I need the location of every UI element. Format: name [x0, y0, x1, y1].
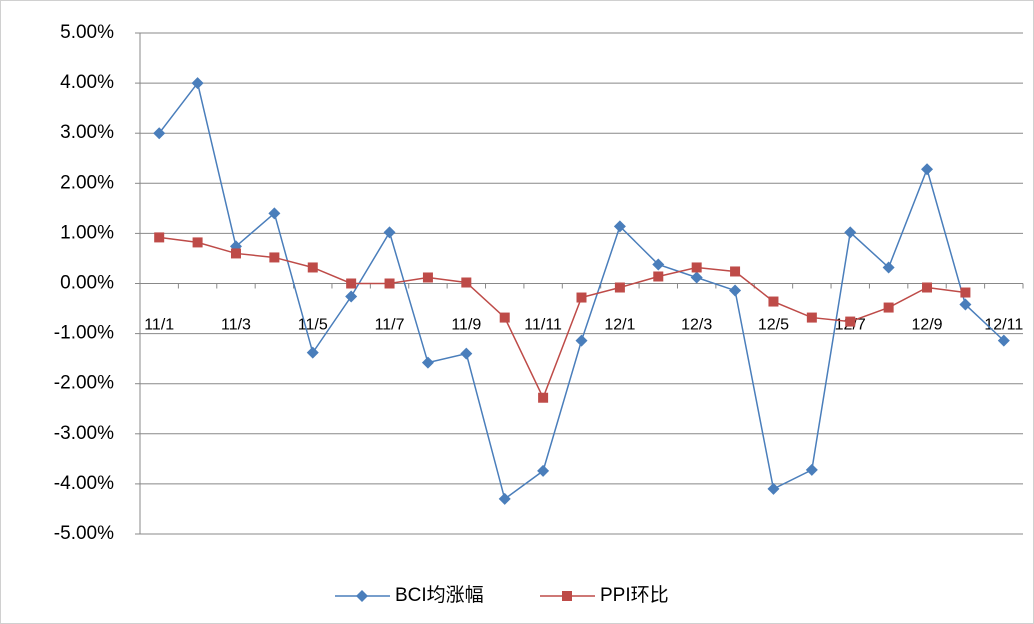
- data-point: [154, 232, 165, 243]
- data-point: [691, 262, 702, 273]
- series-line: [159, 236, 966, 400]
- data-point: [230, 248, 241, 259]
- y-tick-label: -5.00%: [54, 523, 114, 544]
- data-point: [499, 312, 510, 323]
- legend-marker: [356, 590, 368, 602]
- data-point: [806, 312, 817, 323]
- data-point: [307, 262, 318, 273]
- data-point: [538, 392, 549, 403]
- legend-label: BCI均涨幅: [395, 584, 484, 606]
- data-point: [346, 278, 357, 289]
- data-point: [921, 163, 934, 176]
- data-point: [384, 278, 395, 289]
- data-point: [882, 261, 895, 274]
- data-point: [576, 292, 587, 303]
- data-point: [192, 237, 203, 248]
- y-tick-label: 3.00%: [60, 122, 114, 143]
- data-point: [461, 277, 472, 288]
- data-point: [498, 492, 511, 505]
- data-point: [805, 463, 818, 476]
- data-point: [613, 220, 626, 233]
- y-tick-label: -1.00%: [54, 323, 114, 344]
- y-tick-label: 1.00%: [60, 222, 114, 243]
- y-tick-label: -4.00%: [54, 473, 114, 494]
- data-point: [960, 287, 971, 298]
- data-point: [575, 334, 588, 347]
- x-tick-label: 11/11: [524, 317, 562, 334]
- data-point: [421, 356, 434, 369]
- x-tick-label: 11/5: [298, 317, 328, 334]
- legend-label: PPI环比: [600, 584, 669, 606]
- data-point: [383, 226, 396, 239]
- data-point: [614, 282, 625, 293]
- y-tick-label: 0.00%: [60, 273, 114, 294]
- data-point: [268, 207, 281, 220]
- data-point: [269, 252, 280, 263]
- y-tick-label: 5.00%: [60, 22, 114, 43]
- data-point: [422, 272, 433, 283]
- data-point: [997, 334, 1010, 347]
- data-point: [460, 347, 473, 360]
- data-point: [537, 464, 550, 477]
- data-point: [845, 316, 856, 327]
- y-tick-label: -3.00%: [54, 423, 114, 444]
- data-point: [690, 271, 703, 284]
- x-tick-label: 11/9: [451, 317, 481, 334]
- data-point: [306, 346, 319, 359]
- data-point: [922, 282, 933, 293]
- data-point: [768, 296, 779, 307]
- data-point: [652, 258, 665, 271]
- x-tick-label: 12/11: [984, 317, 1023, 334]
- data-point: [730, 266, 741, 277]
- x-tick-label: 12/1: [604, 317, 635, 334]
- x-tick-label: 11/3: [221, 317, 251, 334]
- data-point: [191, 77, 204, 90]
- y-tick-label: 2.00%: [60, 172, 114, 193]
- data-point: [883, 302, 894, 313]
- y-tick-label: -2.00%: [54, 373, 114, 394]
- data-point: [844, 226, 857, 239]
- x-tick-label: 12/3: [681, 317, 712, 334]
- data-point: [729, 284, 742, 297]
- data-point: [345, 290, 358, 303]
- data-point: [767, 482, 780, 495]
- data-point: [153, 127, 166, 140]
- y-tick-label: 4.00%: [60, 72, 114, 93]
- x-tick-label: 12/5: [758, 317, 789, 334]
- x-tick-label: 11/7: [375, 317, 405, 334]
- data-point: [653, 271, 664, 282]
- x-tick-label: 11/1: [144, 317, 174, 334]
- data-point: [959, 298, 972, 311]
- x-tick-label: 12/9: [911, 317, 942, 334]
- legend-marker: [562, 591, 572, 601]
